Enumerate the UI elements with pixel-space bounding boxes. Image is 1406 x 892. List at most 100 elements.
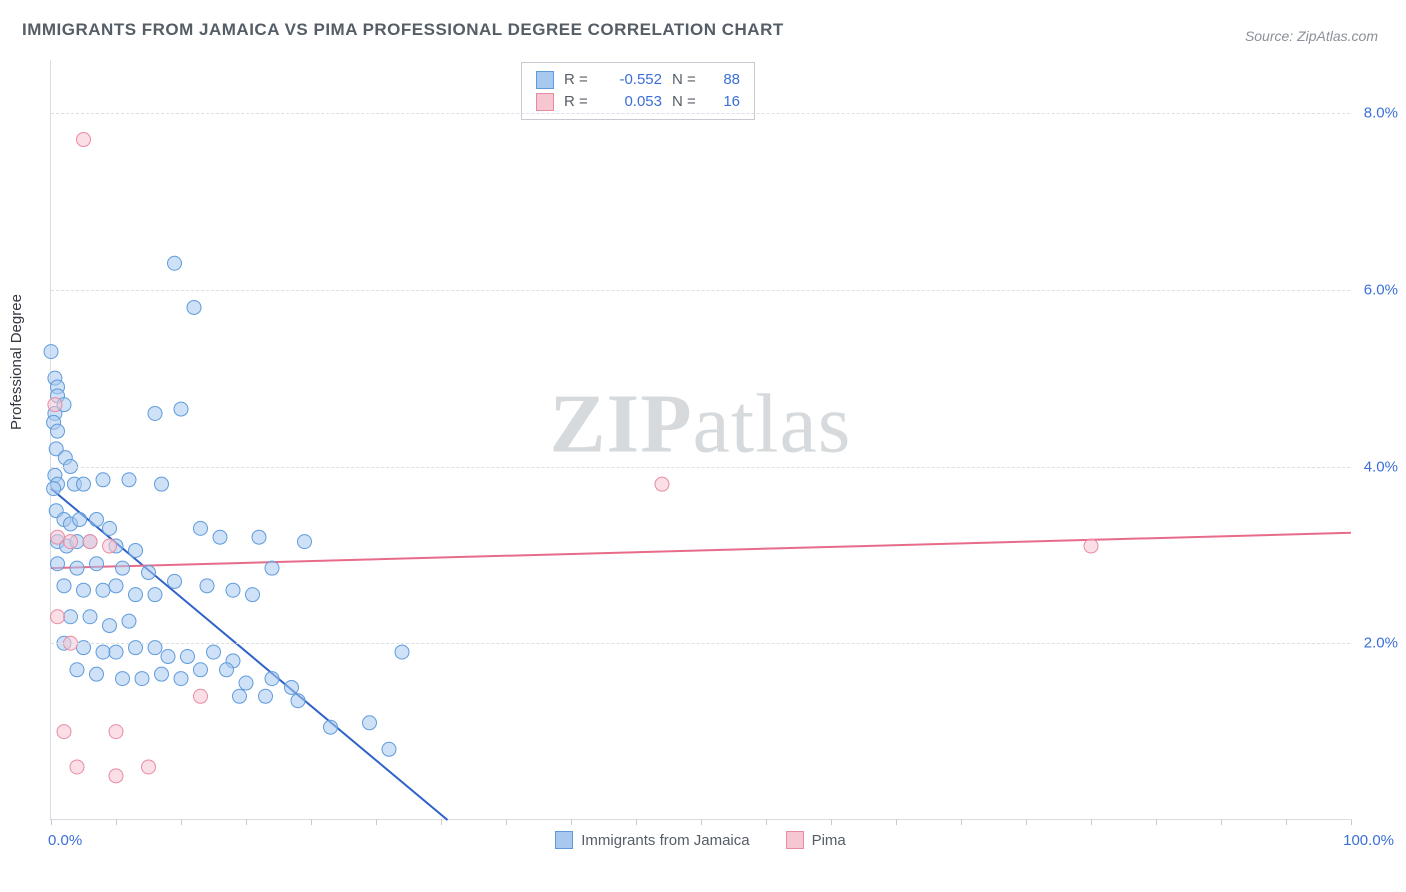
chart-title: IMMIGRANTS FROM JAMAICA VS PIMA PROFESSI… xyxy=(22,20,784,40)
data-point xyxy=(168,574,182,588)
x-tick xyxy=(311,819,312,825)
data-point xyxy=(135,672,149,686)
x-tick xyxy=(766,819,767,825)
data-point xyxy=(142,760,156,774)
legend-swatch xyxy=(555,831,573,849)
x-tick xyxy=(116,819,117,825)
data-point xyxy=(77,477,91,491)
data-point xyxy=(246,588,260,602)
data-point xyxy=(207,645,221,659)
data-point xyxy=(47,482,61,496)
x-axis-origin-label: 0.0% xyxy=(48,832,82,849)
data-point xyxy=(51,610,65,624)
regression-line xyxy=(51,533,1351,568)
data-point xyxy=(96,645,110,659)
x-tick xyxy=(1026,819,1027,825)
data-point xyxy=(148,588,162,602)
data-point xyxy=(51,424,65,438)
data-point xyxy=(382,742,396,756)
data-point xyxy=(109,725,123,739)
x-tick xyxy=(506,819,507,825)
x-tick xyxy=(1351,819,1352,825)
data-point xyxy=(70,663,84,677)
source-attribution: Source: ZipAtlas.com xyxy=(1245,28,1378,44)
data-point xyxy=(103,521,117,535)
x-tick xyxy=(636,819,637,825)
data-point xyxy=(64,610,78,624)
x-tick xyxy=(376,819,377,825)
bottom-legend-item: Immigrants from Jamaica xyxy=(555,831,749,849)
x-tick xyxy=(246,819,247,825)
data-point xyxy=(96,583,110,597)
chart-svg xyxy=(51,60,1350,819)
data-point xyxy=(51,557,65,571)
x-tick xyxy=(896,819,897,825)
data-point xyxy=(291,694,305,708)
x-tick xyxy=(1221,819,1222,825)
data-point xyxy=(161,650,175,664)
data-point xyxy=(116,561,130,575)
data-point xyxy=(64,535,78,549)
data-point xyxy=(129,588,143,602)
legend-label: Pima xyxy=(812,832,846,849)
data-point xyxy=(90,557,104,571)
data-point xyxy=(181,650,195,664)
x-tick xyxy=(831,819,832,825)
data-point xyxy=(96,473,110,487)
data-point xyxy=(655,477,669,491)
y-tick-label: 8.0% xyxy=(1364,105,1398,122)
data-point xyxy=(83,610,97,624)
x-tick xyxy=(1156,819,1157,825)
data-point xyxy=(103,539,117,553)
data-point xyxy=(109,769,123,783)
data-point xyxy=(285,680,299,694)
data-point xyxy=(44,345,58,359)
gridline-h xyxy=(51,113,1350,114)
data-point xyxy=(122,614,136,628)
y-tick-label: 4.0% xyxy=(1364,458,1398,475)
data-point xyxy=(324,720,338,734)
x-tick xyxy=(701,819,702,825)
x-tick xyxy=(1091,819,1092,825)
y-tick-label: 6.0% xyxy=(1364,281,1398,298)
legend-label: Immigrants from Jamaica xyxy=(581,832,749,849)
data-point xyxy=(265,561,279,575)
data-point xyxy=(77,133,91,147)
data-point xyxy=(194,689,208,703)
data-point xyxy=(90,667,104,681)
data-point xyxy=(1084,539,1098,553)
data-point xyxy=(109,645,123,659)
x-tick xyxy=(571,819,572,825)
data-point xyxy=(122,473,136,487)
data-point xyxy=(395,645,409,659)
data-point xyxy=(233,689,247,703)
x-tick xyxy=(441,819,442,825)
data-point xyxy=(90,513,104,527)
data-point xyxy=(239,676,253,690)
plot-area: ZIPatlas R =-0.552N =88R =0.053N =16 Imm… xyxy=(50,60,1350,820)
data-point xyxy=(168,256,182,270)
data-point xyxy=(187,300,201,314)
data-point xyxy=(70,760,84,774)
data-point xyxy=(174,672,188,686)
x-tick xyxy=(1286,819,1287,825)
data-point xyxy=(148,406,162,420)
data-point xyxy=(174,402,188,416)
data-point xyxy=(194,663,208,677)
data-point xyxy=(363,716,377,730)
data-point xyxy=(220,663,234,677)
data-point xyxy=(226,583,240,597)
legend-swatch xyxy=(786,831,804,849)
data-point xyxy=(155,667,169,681)
y-axis-label: Professional Degree xyxy=(8,294,25,430)
data-point xyxy=(83,535,97,549)
data-point xyxy=(103,619,117,633)
y-tick-label: 2.0% xyxy=(1364,635,1398,652)
data-point xyxy=(265,672,279,686)
data-point xyxy=(155,477,169,491)
data-point xyxy=(77,583,91,597)
data-point xyxy=(70,561,84,575)
data-point xyxy=(73,513,87,527)
data-point xyxy=(194,521,208,535)
bottom-legend: Immigrants from Jamaica Pima xyxy=(51,831,1350,849)
